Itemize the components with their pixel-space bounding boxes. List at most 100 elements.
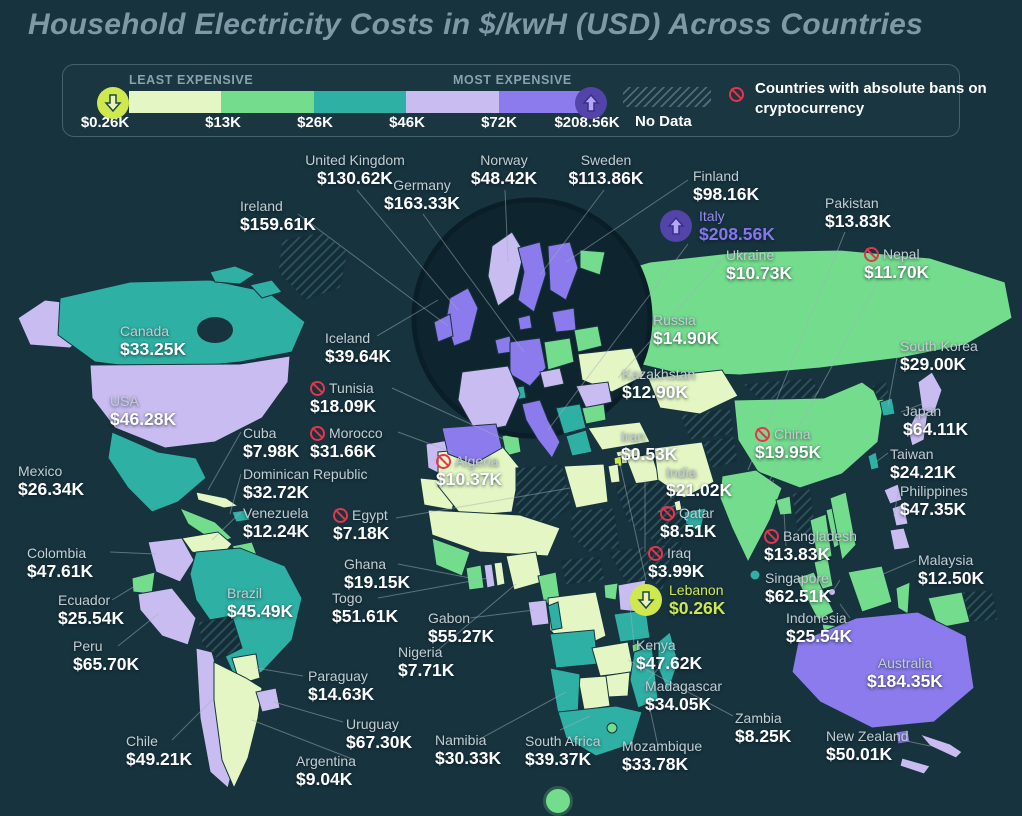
crypto-ban-icon [660, 505, 675, 521]
scale-segment-4 [406, 91, 499, 113]
scale-segment-5 [498, 91, 591, 113]
label-cuba: Cuba $7.98K [243, 425, 299, 461]
country-name: Ghana [344, 556, 387, 572]
country-value: $51.61K [332, 606, 399, 626]
country-name: Philippines [900, 483, 968, 499]
label-peru: Peru $65.70K [73, 638, 139, 674]
country-name: Japan [903, 403, 942, 419]
lowest-marker-icon [630, 584, 662, 616]
country-value: $32.72K [243, 482, 310, 502]
crypto-ban-icon [755, 426, 770, 442]
country-value: $8.25K [735, 726, 792, 746]
country-value: $184.35K [867, 671, 943, 691]
country-name: Norway [480, 152, 528, 168]
label-togo: Togo $51.61K [332, 590, 398, 626]
country-name: Algeria [436, 453, 502, 469]
label-ecuador: Ecuador $25.54K [58, 592, 124, 628]
label-iran: Iran $0.53K [621, 428, 677, 464]
label-mozambique: Mozambique $33.78K [622, 738, 702, 774]
country-value: $113.86K [568, 168, 644, 188]
crypto-ban-icon [729, 87, 744, 102]
label-egypt: Egypt $7.18K [333, 507, 389, 543]
label-japan: Japan $64.11K [903, 403, 968, 439]
country-name: Gabon [428, 610, 471, 626]
country-name: Colombia [27, 545, 87, 561]
label-united-kingdom: United Kingdom $130.62K [305, 152, 405, 188]
label-kazakhstan: Kazakhstan $12.90K [622, 366, 695, 402]
country-name: Ukraine [726, 247, 775, 263]
country-value: $130.62K [317, 168, 393, 188]
country-value: $21.02K [666, 480, 733, 500]
country-value: $14.90K [653, 328, 720, 348]
label-australia: Australia $184.35K [867, 655, 943, 691]
label-china: China $19.95K [755, 426, 821, 462]
country-name: Lebanon [669, 582, 724, 598]
country-name: Peru [73, 638, 103, 654]
country-value: $10.37K [436, 469, 503, 489]
label-ireland: Ireland $159.61K [240, 198, 316, 234]
label-chile: Chile $49.21K [126, 733, 192, 769]
country-name: South Africa [525, 733, 601, 749]
country-name: Argentina [296, 753, 356, 769]
label-south-africa: South Africa $39.37K [525, 733, 601, 769]
label-iceland: Iceland $39.64K [325, 330, 391, 366]
highest-marker-icon [575, 87, 607, 119]
country-name: USA [110, 393, 139, 409]
label-nepal: Nepal $11.70K [864, 246, 929, 282]
country-value: $62.51K [765, 586, 832, 606]
country-name: Bangladesh [764, 528, 857, 544]
country-name: India [666, 464, 697, 480]
country-name: Ecuador [58, 592, 111, 608]
country-name: Dominican Republic [243, 466, 368, 482]
country-name: Qatar [660, 505, 716, 521]
country-value: $12.24K [243, 521, 310, 541]
country-name: Cuba [243, 425, 277, 441]
country-value: $163.33K [384, 193, 460, 213]
country-name: Pakistan [825, 195, 879, 211]
country-name: Venezuela [243, 505, 309, 521]
label-iraq: Iraq $3.99K [648, 545, 704, 581]
country-name: Uruguay [346, 716, 399, 732]
country-value: $24.21K [890, 462, 957, 482]
scale-tick: $208.56K [554, 114, 620, 131]
country-value: $14.63K [308, 684, 375, 704]
country-name: Germany [393, 177, 451, 193]
label-venezuela: Venezuela $12.24K [243, 505, 309, 541]
legend-color-scale [129, 91, 591, 113]
country-value: $64.11K [903, 419, 969, 439]
country-value: $18.09K [310, 396, 377, 416]
country-value: $7.18K [333, 523, 390, 543]
label-colombia: Colombia $47.61K [27, 545, 93, 581]
label-tunisia: Tunisia $18.09K [310, 380, 376, 416]
label-india: India $21.02K [666, 464, 732, 500]
label-dominican-republic: Dominican Republic $32.72K [243, 466, 368, 502]
label-madagascar: Madagascar $34.05K [645, 678, 722, 714]
label-namibia: Namibia $30.33K [435, 732, 501, 768]
label-philippines: Philippines $47.35K [900, 483, 968, 519]
label-qatar: Qatar $8.51K [660, 505, 716, 541]
country-name: Italy [699, 208, 725, 224]
country-value: $26.34K [18, 479, 85, 499]
country-name: Indonesia [786, 610, 847, 626]
country-value: $48.42K [470, 168, 538, 188]
country-name: Paraguay [308, 668, 368, 684]
label-sweden: Sweden $113.86K [569, 152, 644, 188]
crypto-ban-note: Countries with absolute bans on cryptocu… [755, 80, 987, 117]
country-value: $19.95K [755, 442, 822, 462]
label-south-korea: South Korea $29.00K [900, 338, 978, 374]
label-gabon: Gabon $55.27K [428, 610, 494, 646]
scale-tick: $46K [389, 114, 425, 131]
country-name: New Zealand [826, 728, 909, 744]
scale-tick: $72K [481, 114, 517, 131]
crypto-ban-icon [648, 545, 663, 561]
country-name: Nigeria [398, 644, 443, 660]
legend-most-label: MOST EXPENSIVE [453, 73, 572, 87]
country-value: $25.54K [58, 608, 125, 628]
label-argentina: Argentina $9.04K [296, 753, 356, 789]
lowest-marker-icon [97, 87, 129, 119]
crypto-ban-icon [864, 246, 879, 262]
country-name: Iraq [648, 545, 704, 561]
cutoff-map-dot [543, 786, 573, 816]
